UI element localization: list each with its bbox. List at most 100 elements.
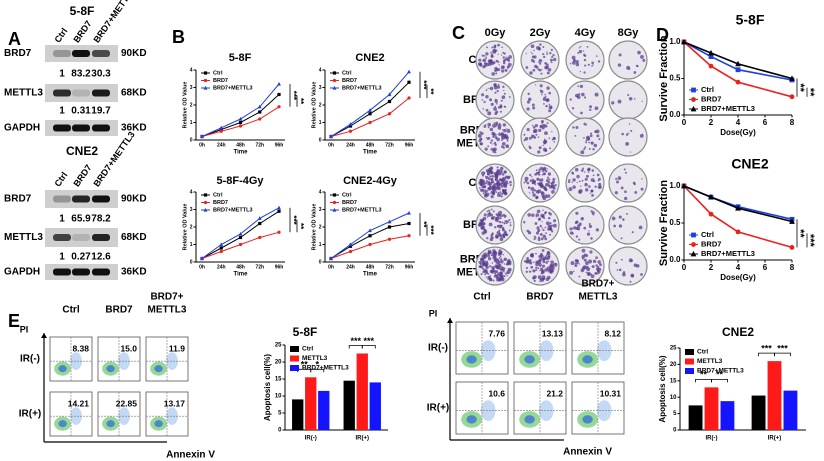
y-tick-label: 3	[190, 207, 193, 213]
colony	[528, 136, 532, 140]
colony	[625, 133, 629, 136]
colony	[536, 226, 540, 230]
colony	[492, 267, 495, 270]
colony	[532, 193, 536, 197]
colony	[541, 69, 543, 71]
colony	[543, 172, 546, 175]
colony	[629, 280, 632, 283]
legend-label: BRD7+METTL3	[701, 104, 755, 113]
colony	[477, 133, 482, 138]
colony	[573, 226, 577, 230]
colony	[524, 179, 528, 183]
colony	[537, 173, 540, 176]
colony	[533, 279, 536, 282]
colony	[506, 129, 511, 133]
colony	[576, 181, 578, 184]
colony	[504, 219, 507, 223]
y-tick-label: 4	[319, 67, 322, 73]
bar	[720, 401, 735, 430]
colony	[535, 231, 540, 235]
colony	[501, 178, 506, 182]
point	[277, 230, 281, 234]
colony	[545, 261, 548, 264]
legend-label: BRD7+METTL3	[213, 85, 253, 91]
percentage: 8.38	[72, 343, 89, 353]
colony	[481, 184, 485, 189]
colony	[534, 183, 537, 186]
point	[407, 210, 411, 215]
colony	[503, 59, 507, 62]
bar	[688, 405, 703, 430]
colony	[480, 273, 483, 276]
quantification: 1	[59, 69, 65, 80]
colony	[575, 62, 580, 67]
colony	[541, 126, 545, 130]
colony	[640, 55, 644, 59]
point	[348, 242, 353, 247]
colony	[539, 124, 543, 128]
cell-cloud	[166, 407, 178, 426]
colony	[580, 217, 584, 221]
legend-swatch	[685, 358, 694, 365]
colony	[616, 180, 620, 184]
x-tick-label: IR(-)	[706, 436, 718, 442]
colony	[534, 222, 538, 225]
colony	[485, 57, 487, 60]
colony	[538, 254, 543, 259]
point	[258, 235, 262, 240]
colony	[584, 64, 587, 67]
colony	[595, 55, 598, 57]
colony	[575, 235, 579, 238]
colony	[535, 261, 538, 264]
point	[238, 124, 243, 128]
colony	[545, 194, 548, 196]
colony	[541, 93, 543, 96]
y-tick-label: 2	[190, 102, 193, 108]
colony	[497, 106, 501, 109]
colony	[585, 254, 589, 258]
colony	[484, 273, 487, 276]
x-tick-label: 48h	[236, 264, 245, 270]
colony	[618, 53, 622, 57]
quantification: 1	[59, 252, 65, 263]
percentage: 21.2	[546, 388, 563, 398]
colony	[551, 180, 555, 184]
point	[332, 71, 337, 75]
colony	[583, 122, 587, 126]
colony	[544, 169, 548, 173]
colony	[587, 167, 591, 171]
y-tick-label: 5	[673, 411, 677, 417]
colony	[546, 194, 551, 198]
colony	[542, 147, 547, 152]
band	[72, 195, 90, 203]
colony	[500, 195, 503, 198]
legend-label: Ctrl	[697, 349, 708, 356]
significance: ***	[426, 225, 435, 235]
significance: ***	[804, 234, 816, 248]
colony	[479, 142, 483, 146]
colony	[505, 135, 507, 137]
colony	[541, 275, 546, 279]
colony	[587, 63, 590, 66]
colony	[523, 133, 526, 136]
colony	[589, 192, 592, 194]
colony	[500, 217, 502, 220]
colony	[491, 270, 494, 273]
colony	[539, 265, 541, 268]
colony	[524, 136, 529, 141]
colony	[573, 270, 575, 273]
colony	[497, 83, 500, 86]
colony	[546, 255, 551, 260]
band	[92, 234, 110, 241]
point	[238, 242, 243, 247]
dish	[520, 117, 560, 157]
point	[219, 242, 224, 247]
point	[203, 193, 208, 197]
x-tick-label: 2	[709, 118, 714, 127]
point	[257, 104, 262, 109]
point	[257, 216, 262, 220]
colony	[544, 211, 548, 214]
colony	[528, 146, 532, 150]
x-tick-label: 96h	[405, 264, 414, 270]
